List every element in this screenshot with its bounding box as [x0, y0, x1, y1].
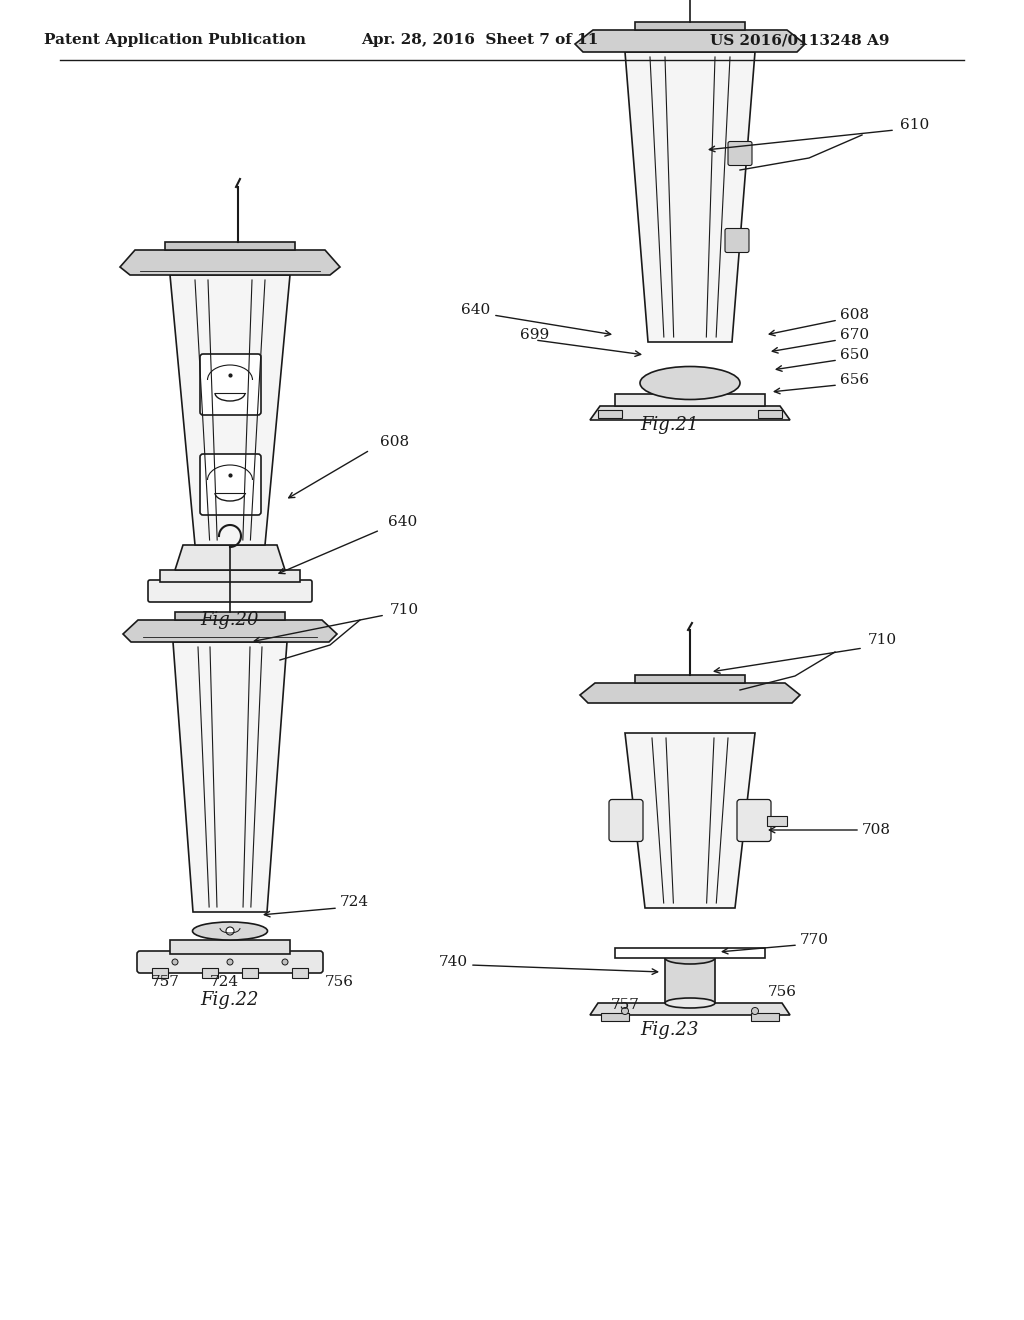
Polygon shape	[170, 275, 290, 545]
Bar	[165, 242, 295, 249]
Polygon shape	[590, 407, 790, 420]
Text: Fig.23: Fig.23	[641, 1020, 699, 1039]
Text: 770: 770	[800, 933, 829, 946]
Bar	[598, 411, 622, 418]
Polygon shape	[625, 51, 755, 342]
Bar	[767, 816, 787, 825]
Text: 757: 757	[610, 998, 639, 1012]
FancyBboxPatch shape	[609, 800, 643, 842]
Polygon shape	[575, 30, 805, 51]
FancyBboxPatch shape	[725, 228, 749, 252]
Bar	[292, 968, 308, 978]
Text: 756: 756	[325, 975, 354, 989]
Text: 708: 708	[862, 822, 891, 837]
Text: 608: 608	[380, 436, 410, 449]
Text: 670: 670	[840, 327, 869, 342]
Circle shape	[227, 960, 233, 965]
Circle shape	[622, 1007, 629, 1015]
FancyBboxPatch shape	[737, 800, 771, 842]
Text: US 2016/0113248 A9: US 2016/0113248 A9	[711, 33, 890, 48]
Bar	[758, 411, 782, 418]
Bar	[615, 948, 765, 958]
Text: 699: 699	[520, 327, 549, 342]
Circle shape	[752, 1007, 759, 1015]
Circle shape	[226, 927, 234, 935]
Bar	[615, 393, 765, 407]
Text: 710: 710	[868, 634, 897, 647]
Text: Apr. 28, 2016  Sheet 7 of 11: Apr. 28, 2016 Sheet 7 of 11	[361, 33, 599, 48]
Bar	[175, 612, 285, 620]
Polygon shape	[175, 545, 285, 570]
Text: 608: 608	[840, 308, 869, 322]
Text: 756: 756	[768, 985, 797, 999]
Polygon shape	[120, 249, 340, 275]
Polygon shape	[173, 642, 287, 912]
FancyBboxPatch shape	[148, 579, 312, 602]
Ellipse shape	[665, 952, 715, 964]
Text: 740: 740	[439, 954, 468, 969]
FancyBboxPatch shape	[137, 950, 323, 973]
Bar	[601, 1012, 629, 1020]
FancyBboxPatch shape	[200, 454, 261, 515]
Text: Fig.21: Fig.21	[641, 416, 699, 434]
Text: 757: 757	[151, 975, 179, 989]
Text: 656: 656	[840, 374, 869, 387]
Bar	[665, 958, 715, 1003]
Text: 650: 650	[840, 348, 869, 362]
Polygon shape	[625, 733, 755, 908]
Text: 640: 640	[388, 515, 417, 529]
Bar	[152, 968, 168, 978]
Polygon shape	[580, 682, 800, 704]
Text: 724: 724	[210, 975, 240, 989]
Bar	[635, 22, 745, 30]
Text: Fig.20: Fig.20	[201, 611, 259, 630]
Polygon shape	[590, 1003, 790, 1015]
Ellipse shape	[665, 998, 715, 1008]
Bar	[160, 570, 300, 582]
Text: 640: 640	[461, 304, 490, 317]
FancyBboxPatch shape	[200, 354, 261, 414]
Ellipse shape	[193, 921, 267, 940]
Polygon shape	[123, 620, 337, 642]
Bar	[170, 940, 290, 954]
Bar	[751, 1012, 779, 1020]
Text: Patent Application Publication: Patent Application Publication	[44, 33, 306, 48]
FancyBboxPatch shape	[728, 141, 752, 165]
Text: 710: 710	[390, 603, 419, 616]
Bar	[242, 968, 258, 978]
Ellipse shape	[640, 367, 740, 400]
Text: 724: 724	[340, 895, 369, 909]
Bar	[635, 675, 745, 682]
Text: 610: 610	[900, 117, 929, 132]
Circle shape	[282, 960, 288, 965]
Circle shape	[172, 960, 178, 965]
Text: Fig.22: Fig.22	[201, 991, 259, 1008]
Bar	[202, 968, 218, 978]
